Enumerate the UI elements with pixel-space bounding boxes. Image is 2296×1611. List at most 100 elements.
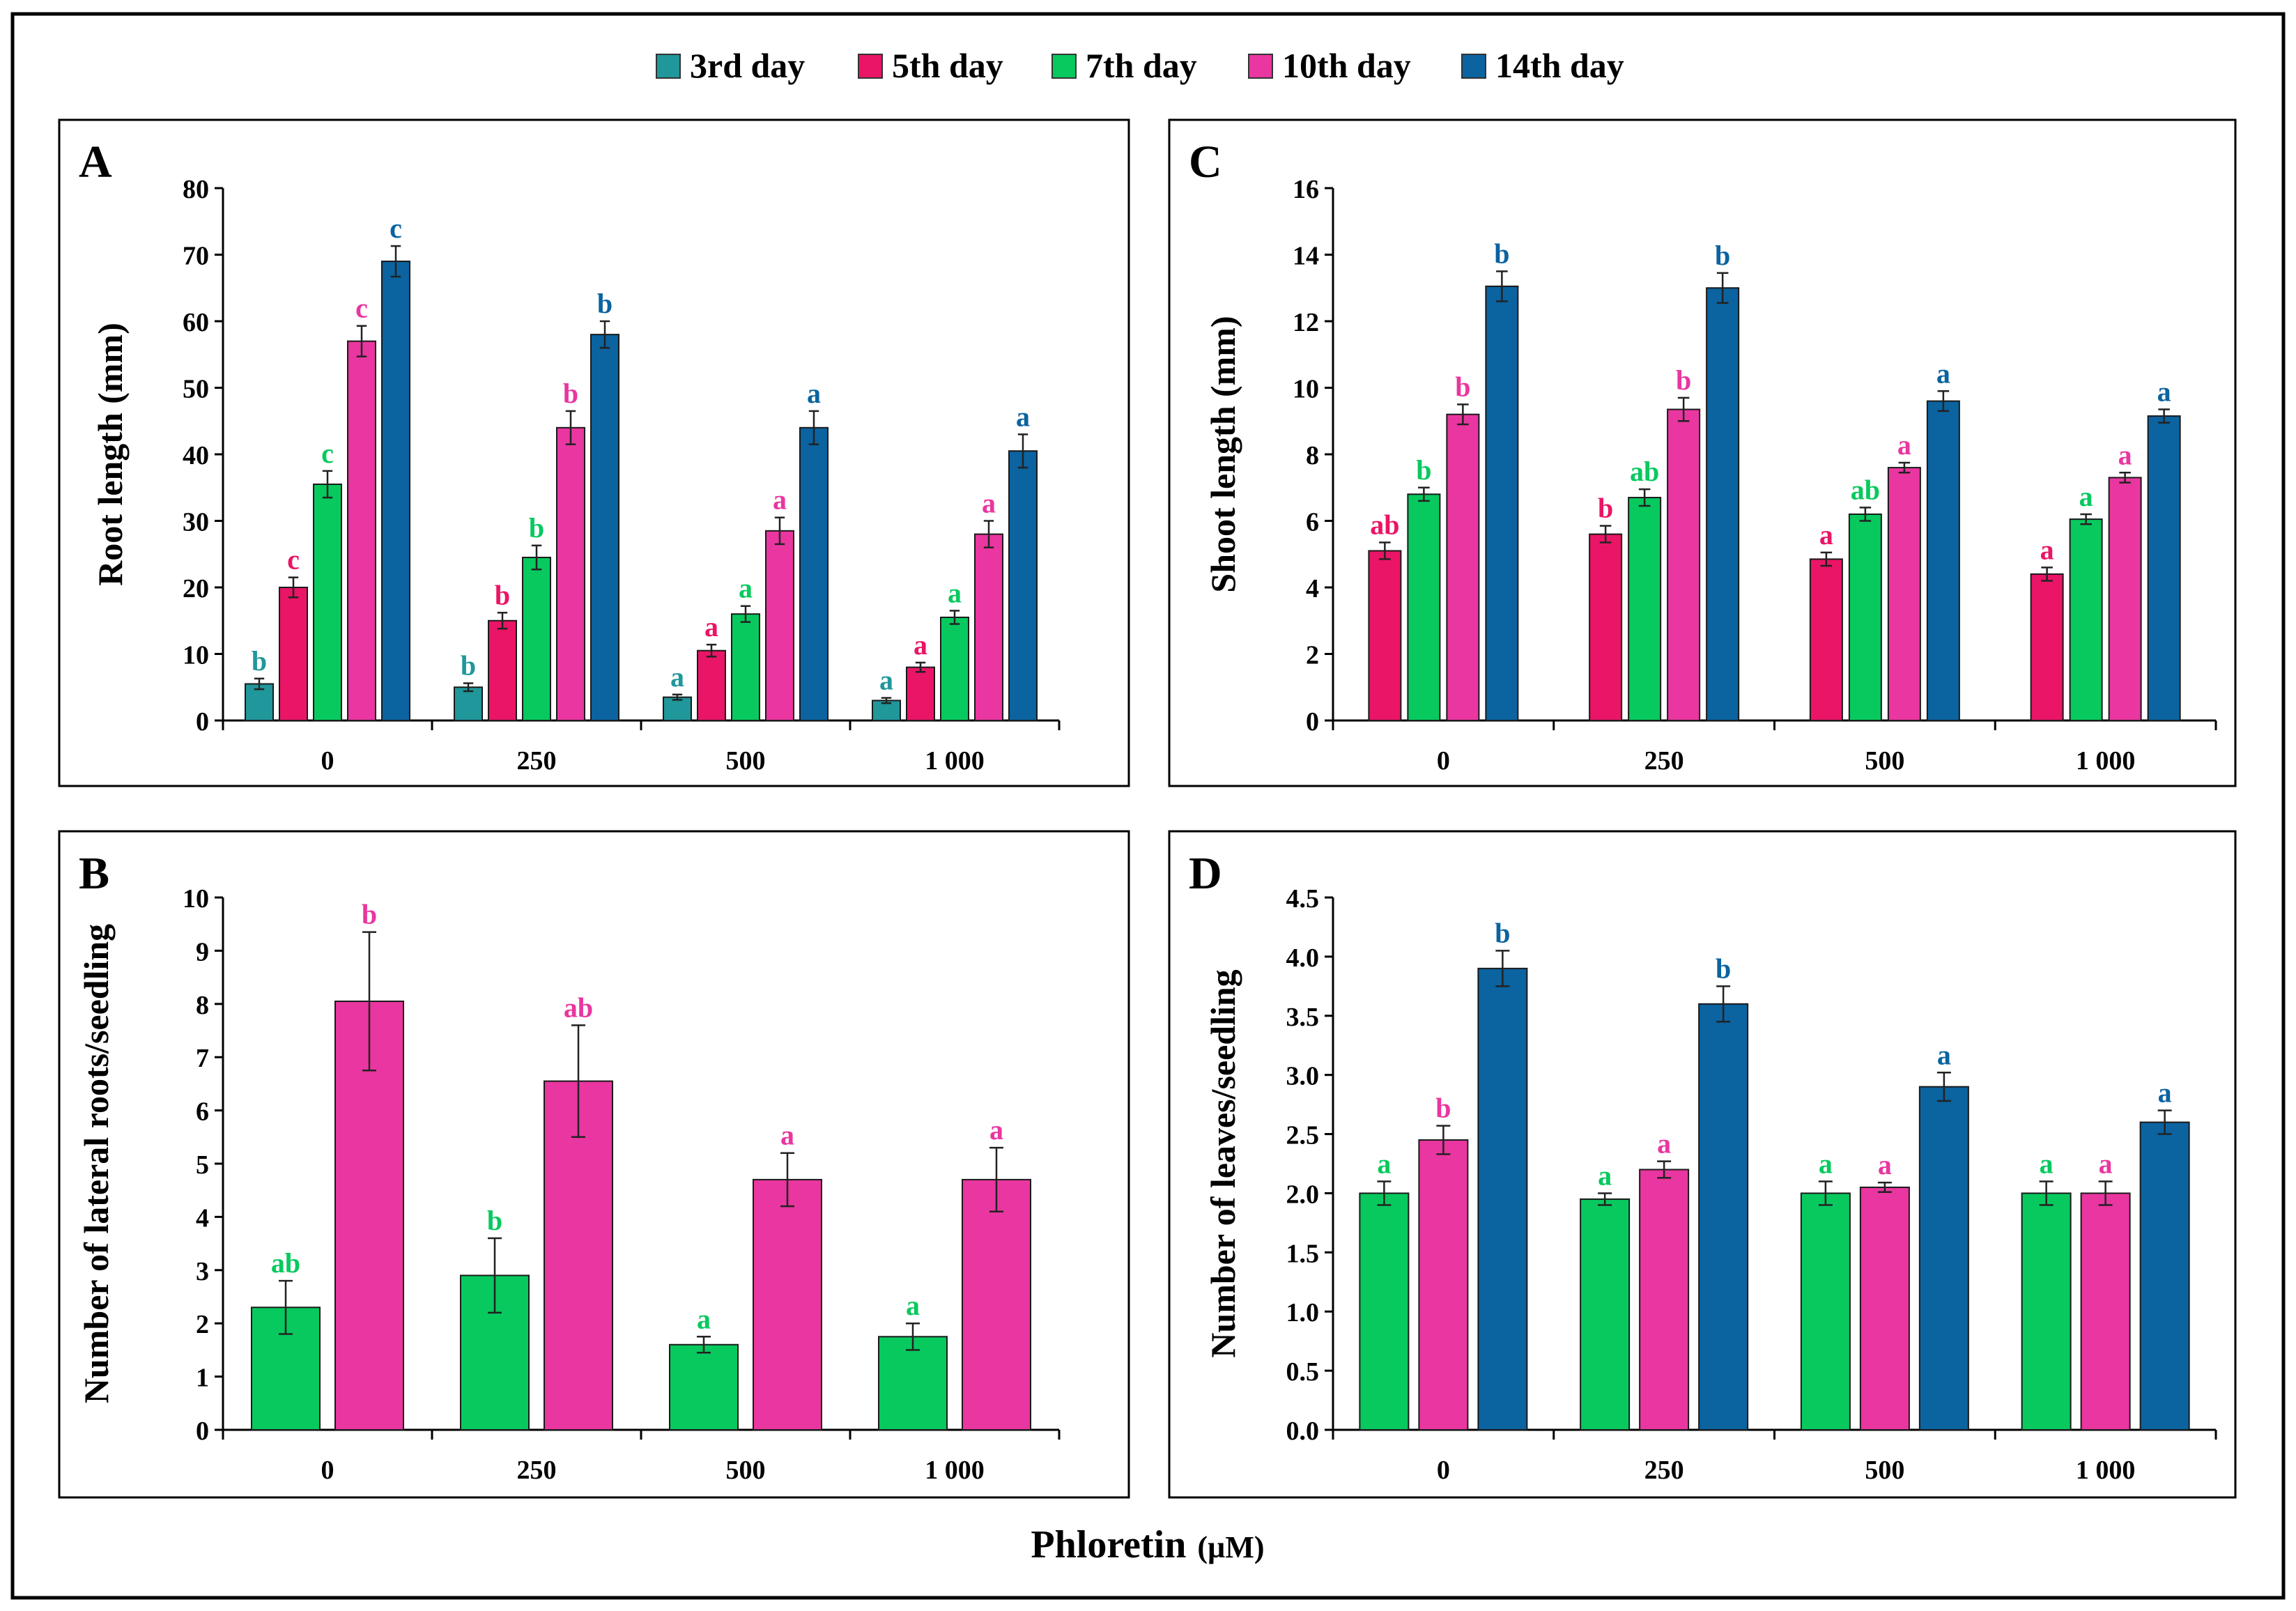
significance-label: a [2040, 1148, 2054, 1179]
y-tick-label: 2 [1306, 641, 1319, 670]
legend: 3rd day 5th day 7th day 10th day 14th day [656, 46, 1624, 85]
bar [1800, 1192, 1851, 1431]
x-axis-title-main: Phloretin [1031, 1523, 1186, 1566]
bar [1706, 287, 1740, 721]
legend-swatch-14th-day [1461, 54, 1486, 79]
y-tick-label: 0 [1306, 707, 1319, 737]
panel-letter: C [1189, 137, 1222, 187]
significance-label: a [773, 484, 787, 516]
significance-label: a [914, 629, 927, 661]
panel-d: D 0.0 0.5 1.0 1.5 2.0 2.5 3.0 3.5 4.0 4.5 Number of… [1168, 830, 2237, 1499]
bar [2030, 573, 2064, 722]
bar [1639, 1169, 1690, 1431]
x-tick-label: 1 000 [2076, 1456, 2136, 1485]
x-tick-label: 250 [1644, 746, 1684, 776]
significance-label: b [252, 645, 267, 677]
significance-label: ab [1630, 456, 1659, 487]
panel-b: B 0 1 2 3 4 5 6 7 8 9 10 Number of lateral roots/see… [58, 830, 1130, 1499]
y-tick-label: 4 [196, 1203, 209, 1233]
legend-swatch-10th-day [1248, 54, 1273, 79]
bar [590, 334, 619, 722]
significance-label: a [1016, 401, 1030, 432]
significance-label: c [287, 544, 300, 576]
series-10th-day: b b a a [1446, 364, 2142, 721]
y-tick-label: 40 [183, 441, 209, 470]
y-tick-label: 1 [196, 1364, 209, 1393]
significance-label: a [739, 573, 753, 604]
y-axis-title: Root length (mm) [91, 323, 130, 586]
series-7th-day: cba a [313, 438, 969, 722]
significance-label: a [697, 1303, 711, 1334]
bar [2139, 1121, 2190, 1431]
legend-item-10th-day: 10th day [1248, 46, 1411, 85]
bar [381, 261, 410, 721]
x-tick-label: 500 [1865, 1456, 1904, 1485]
significance-label: b [1598, 493, 1613, 524]
y-tick-label: 10 [183, 884, 209, 914]
bar [2069, 518, 2103, 721]
x-tick-label: 0 [321, 1456, 334, 1485]
significance-label: a [989, 1114, 1003, 1146]
y-tick-label: 0 [196, 707, 209, 737]
y-tick-label: 16 [1293, 175, 1319, 204]
panel-c: C 0 2 4 6 8 10 12 14 16 Shoot length (mm) 0 250 500 1 … [1168, 118, 2237, 787]
significance-label: b [1455, 371, 1470, 402]
significance-label: a [906, 1290, 920, 1321]
legend-label-7th-day: 7th day [1086, 46, 1197, 85]
significance-label: a [2118, 439, 2132, 470]
y-tick-label: 3.0 [1286, 1062, 1320, 1091]
y-tick-label: 6 [1306, 508, 1319, 537]
significance-label: a [780, 1120, 794, 1151]
bar [1359, 1192, 1410, 1431]
significance-label: a [704, 611, 718, 642]
bar [1477, 967, 1528, 1431]
legend-label-14th-day: 14th day [1495, 46, 1624, 85]
significance-label: a [982, 488, 996, 519]
bar [1418, 1139, 1469, 1431]
significance-label: a [1819, 519, 1833, 550]
bar [347, 340, 376, 721]
y-tick-label: 0.5 [1286, 1357, 1320, 1387]
y-tick-label: 20 [183, 574, 209, 603]
significance-label: a [807, 378, 821, 409]
bar [1809, 558, 1843, 721]
y-tick-label: 12 [1293, 308, 1319, 337]
legend-swatch-7th-day [1051, 54, 1077, 79]
bar [522, 557, 551, 722]
significance-label: b [495, 579, 510, 610]
y-tick-label: 7 [196, 1044, 209, 1073]
legend-label-5th-day: 5th day [892, 46, 1003, 85]
significance-label: c [355, 293, 368, 324]
significance-label: ab [271, 1247, 300, 1279]
y-tick-label: 50 [183, 375, 209, 404]
significance-label: a [2158, 1077, 2172, 1109]
y-axis-title: Number of leaves/seedling [1203, 969, 1242, 1357]
x-tick-label: 1 000 [925, 1456, 985, 1485]
legend-label-3rd-day: 3rd day [690, 46, 805, 85]
significance-label: a [1377, 1148, 1391, 1179]
x-tick-label: 250 [517, 746, 557, 776]
y-tick-label: 2.0 [1286, 1180, 1320, 1209]
significance-label: a [670, 661, 684, 693]
significance-label: b [1416, 454, 1431, 486]
bar [753, 1178, 822, 1431]
bar [697, 649, 726, 721]
legend-item-7th-day: 7th day [1051, 46, 1197, 85]
y-tick-label: 4 [1306, 574, 1319, 603]
x-tick-label: 500 [726, 746, 766, 776]
bar [1918, 1086, 1969, 1431]
x-tick-label: 1 000 [925, 746, 985, 776]
y-tick-label: 10 [183, 641, 209, 670]
bar [1698, 1003, 1749, 1431]
bar [279, 587, 308, 721]
y-tick-label: 3.5 [1286, 1003, 1320, 1032]
bar [1848, 513, 1882, 721]
bar [731, 613, 760, 722]
series-10th-day: cba a [347, 293, 1003, 721]
